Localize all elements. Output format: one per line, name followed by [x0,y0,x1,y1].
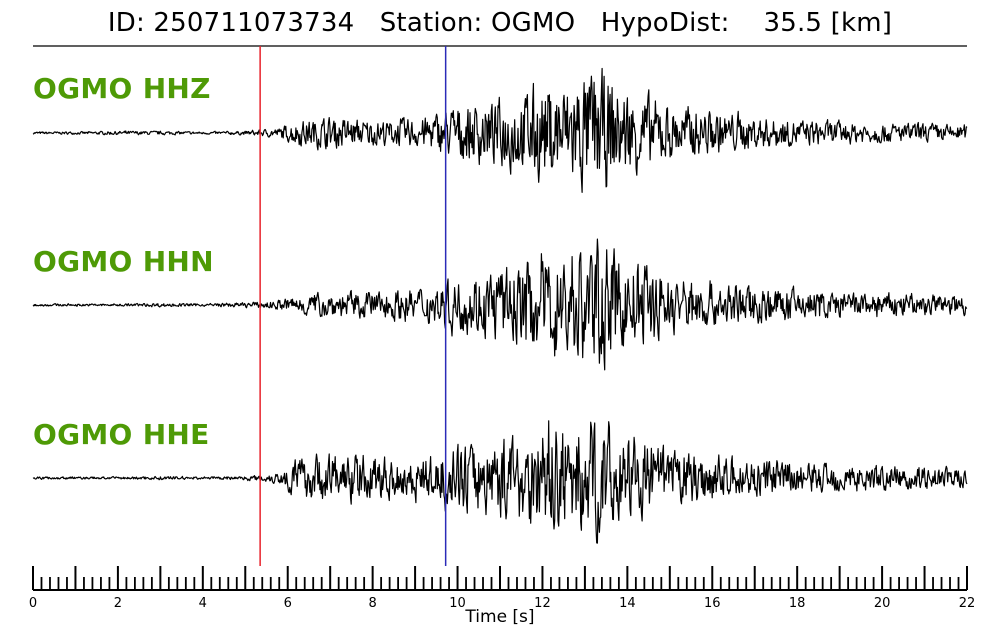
tick-label: 8 [368,596,376,611]
tick-label: 12 [534,596,551,611]
time-axis: 0 2 4 6 8 10 12 14 16 18 20 22 [29,566,975,611]
pick-lines [259,46,447,566]
x-axis-label: Time [s] [465,607,535,627]
station-label: Station: [379,8,483,38]
station-name: OGMO [490,8,576,38]
tick-label: 22 [959,596,976,611]
tick-label: 16 [704,596,721,611]
hypodist-label: HypoDist: [600,8,730,38]
event-id: 250711073734 [153,8,355,38]
chart-title: ID: 250711073734 Station: OGMO HypoDist:… [0,8,1000,38]
tick-label: 6 [284,596,292,611]
tick-label: 14 [619,596,636,611]
event-id-label: ID: [107,8,145,38]
channel-label-hhe: OGMO HHE [33,418,210,451]
tick-label: 2 [114,596,122,611]
hypodist-value: 35.5 [763,8,823,38]
waveform-trace [32,420,968,544]
hypodist-unit: [km] [830,8,893,38]
waveform-trace [32,67,968,193]
tick-label: 20 [874,596,891,611]
channel-label-hhn: OGMO HHN [33,245,214,278]
waveform-trace [32,238,968,371]
tick-label: 10 [449,596,466,611]
trace-group [32,67,968,544]
tick-label: 18 [789,596,806,611]
tick-label: 4 [199,596,207,611]
tick-label: 0 [29,596,37,611]
channel-label-hhz: OGMO HHZ [33,72,211,105]
